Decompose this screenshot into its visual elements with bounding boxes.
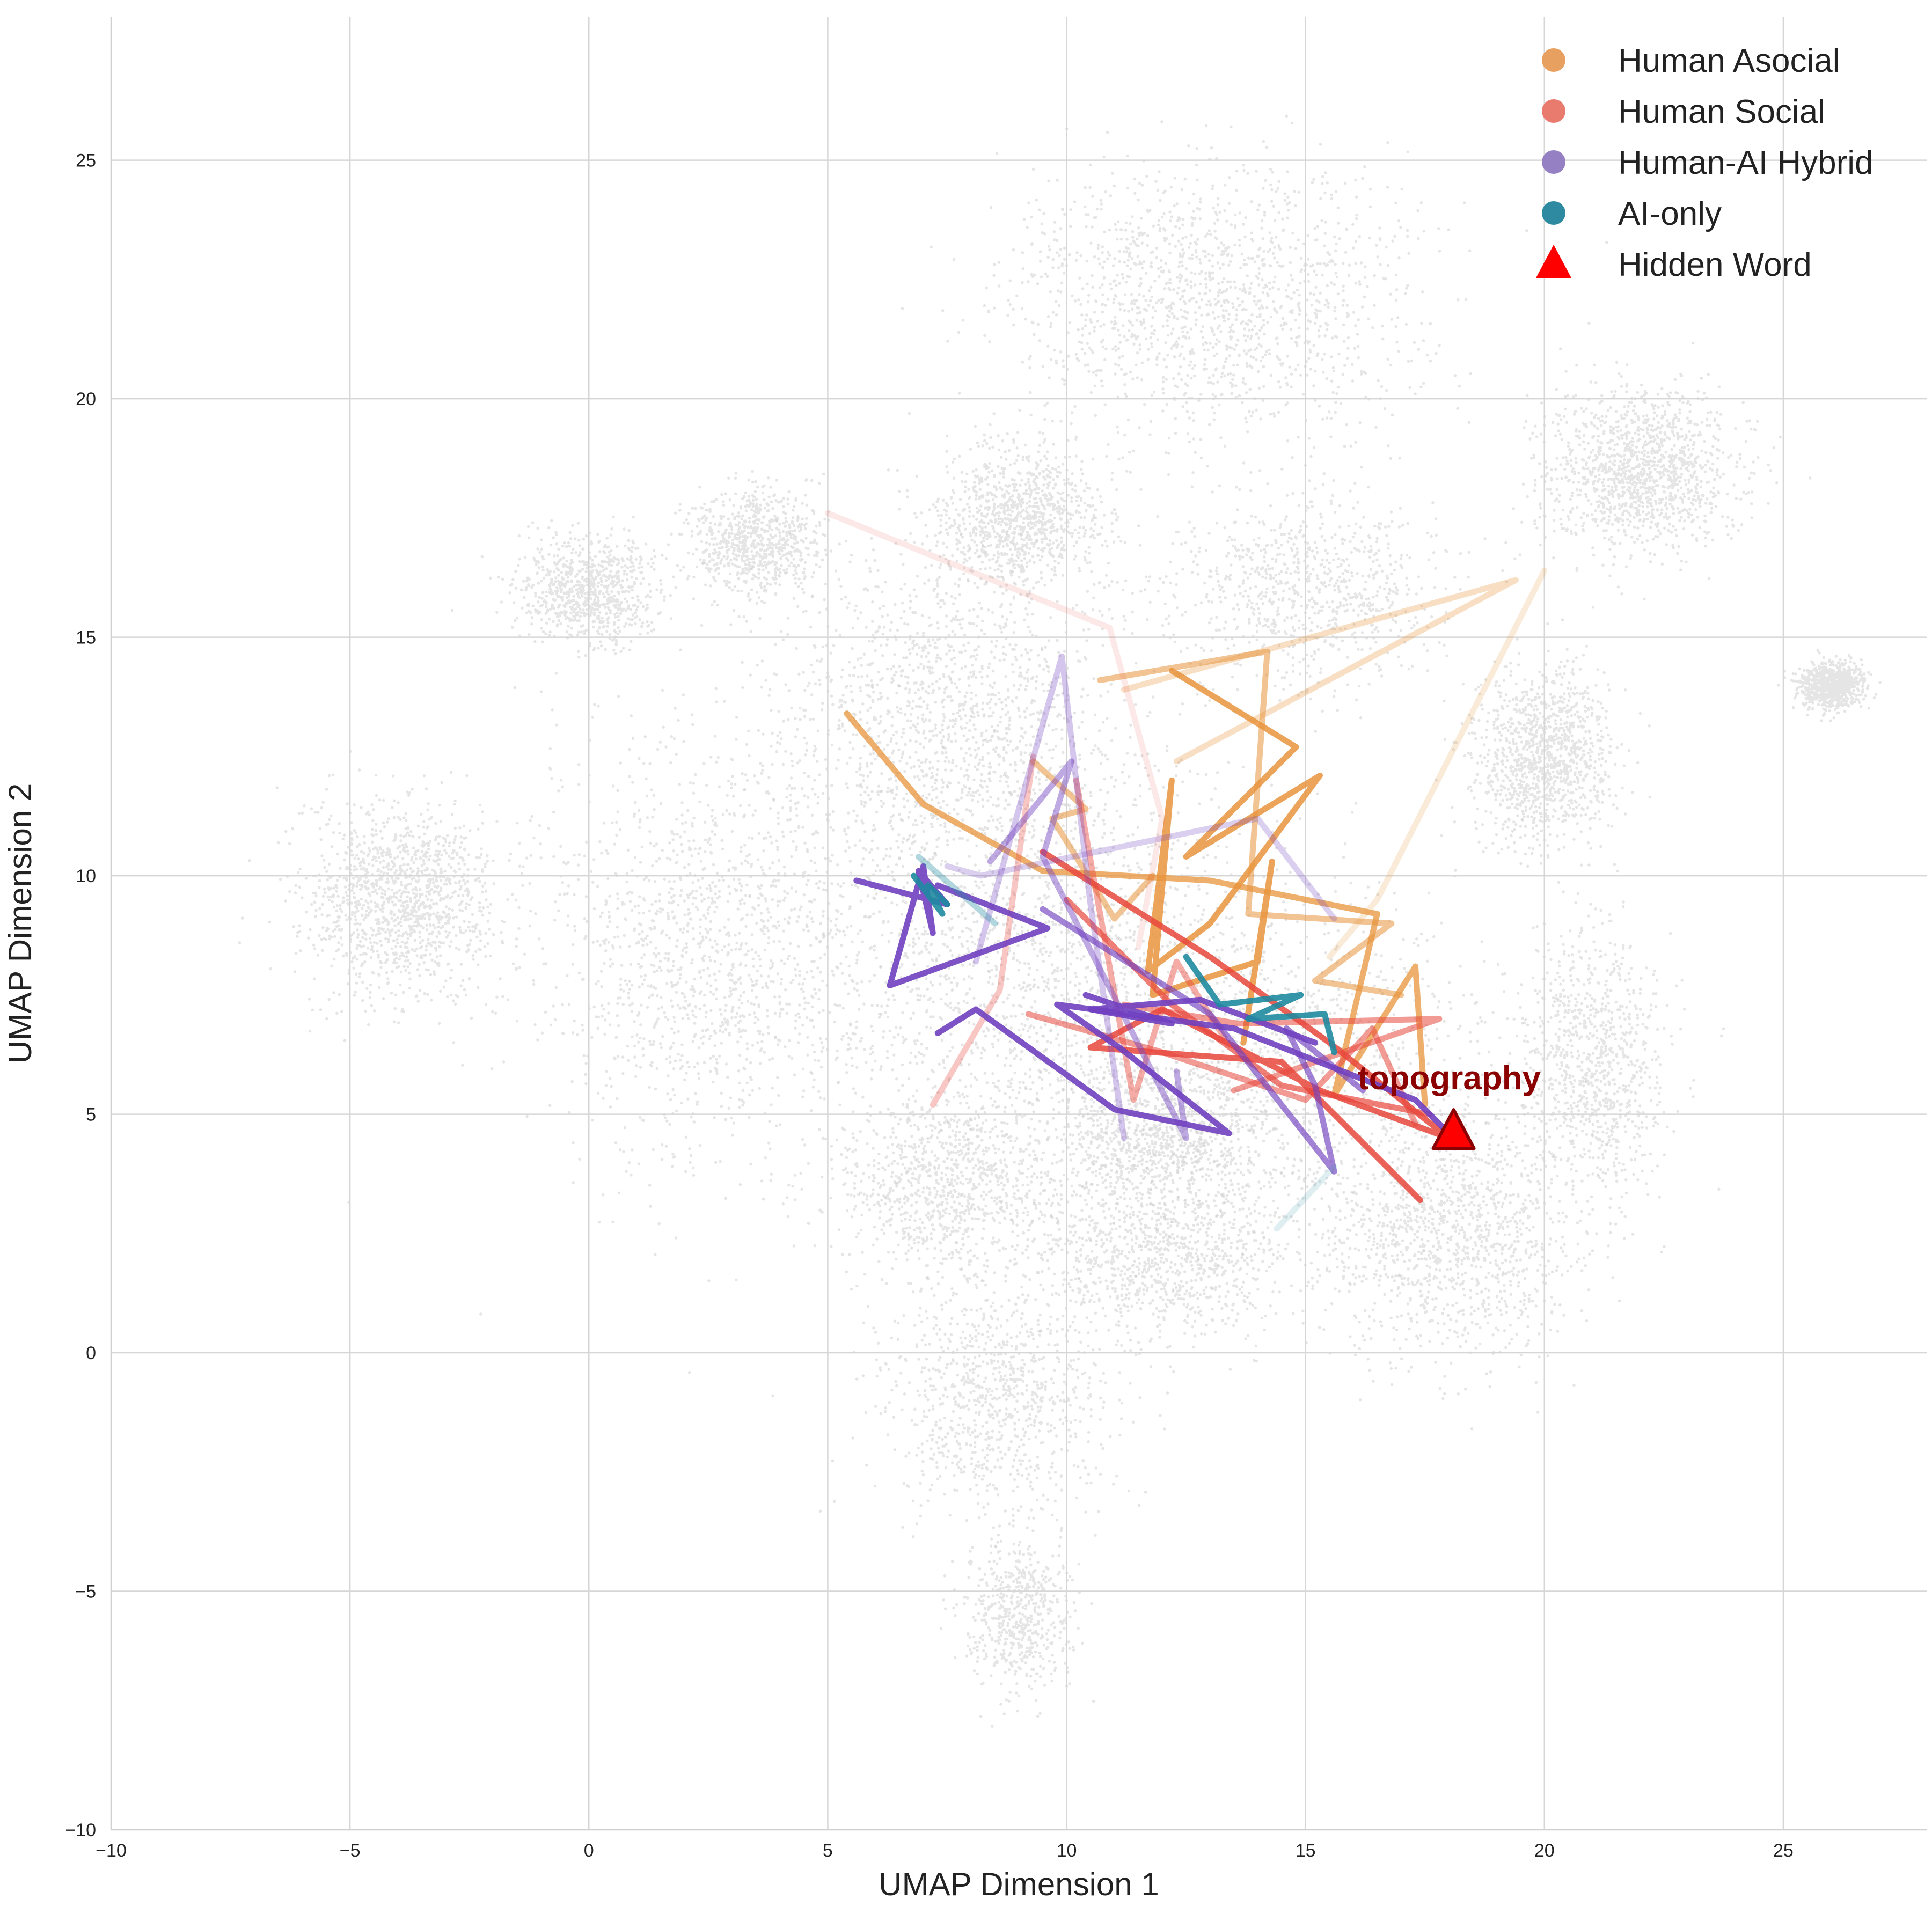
x-tick-label: −10: [96, 1840, 127, 1861]
human-asocial-trajectory-4: [1121, 577, 1519, 765]
hidden-word-marker: [1431, 1108, 1476, 1150]
ai-only-trajectory-0: [911, 872, 950, 917]
hidden-word-layer: topography: [1358, 1060, 1541, 1150]
y-tick-label: 5: [86, 1105, 96, 1125]
legend-label-human-ai-hybrid: Human-AI Hybrid: [1618, 144, 1873, 181]
legend-marker-human-asocial: [1542, 48, 1565, 72]
series-ai-only: [911, 854, 1337, 1232]
x-tick-label: 0: [584, 1840, 594, 1861]
x-tick-label: 5: [823, 1840, 833, 1861]
human-asocial-trajectory-1: [1145, 668, 1323, 1046]
y-tick-label: 20: [76, 389, 96, 409]
y-tick-label: −5: [75, 1582, 96, 1602]
x-tick-label: 20: [1534, 1840, 1555, 1861]
legend: Human Asocial Human Social Human-AI Hybrid…: [1536, 42, 1873, 283]
human-social-trajectory-3: [1121, 1001, 1443, 1094]
background-blob-3: [588, 450, 1208, 956]
background-blob-11: [1099, 451, 1522, 741]
x-tick-label: 25: [1773, 1840, 1794, 1861]
ai-only-trajectory-1: [1183, 954, 1337, 1055]
background-blob-17: [661, 470, 843, 623]
y-tick-label: 15: [76, 628, 96, 648]
legend-label-human-asocial: Human Asocial: [1618, 42, 1840, 79]
y-tick-label: 0: [86, 1343, 96, 1363]
background-blob-4: [238, 750, 557, 1044]
human-ai-hybrid-trajectory-5: [972, 653, 1127, 1141]
ai-only-trajectory-2: [916, 854, 998, 927]
series-human-asocial: [844, 567, 1548, 1108]
x-tick-label: 10: [1057, 1840, 1077, 1861]
human-social-trajectory-6: [824, 510, 1166, 950]
background-blob-15: [1777, 649, 1882, 722]
human-ai-hybrid-trajectory-4: [987, 758, 1189, 1141]
x-tick-label: −5: [340, 1840, 361, 1861]
background-blob-18: [450, 515, 707, 690]
human-ai-hybrid-trajectory-3: [1040, 906, 1366, 1175]
legend-label-ai-only: AI-only: [1618, 195, 1722, 232]
y-axis-title: UMAP Dimension 2: [2, 783, 38, 1064]
grid: [111, 17, 1927, 1830]
background-blob-10: [887, 413, 1143, 652]
human-social-trajectory-5: [930, 753, 1036, 1108]
y-tick-label: −10: [65, 1820, 96, 1840]
background-blob-5: [901, 114, 1608, 527]
background-blob-6: [1483, 341, 1812, 609]
legend-label-human-social: Human Social: [1618, 93, 1825, 130]
background-blob-7: [1435, 618, 1651, 893]
human-social-trajectory-1: [1064, 897, 1433, 1118]
background-blob-9: [771, 1213, 1175, 1602]
hidden-word-label: topography: [1358, 1060, 1541, 1097]
background-blob-16: [939, 1498, 1095, 1728]
ai-only-trajectory-3: [1274, 1163, 1337, 1232]
x-tick-label: 15: [1296, 1840, 1316, 1861]
human-asocial-trajectory-2: [1097, 648, 1404, 998]
background-blob-14: [934, 1131, 1406, 1395]
human-asocial-trajectory-0: [844, 710, 1428, 1108]
human-asocial-trajectory-5: [1326, 567, 1548, 960]
y-tick-label: 25: [76, 151, 96, 171]
legend-marker-human-social: [1542, 99, 1565, 123]
background-point-cloud: [238, 114, 1882, 1728]
series-human-ai-hybrid: [853, 653, 1457, 1175]
human-ai-hybrid-trajectory-2: [1082, 992, 1318, 1046]
background-blob-12: [1468, 862, 1725, 1254]
series-human-social: [824, 510, 1452, 1204]
human-ai-hybrid-trajectory-6: [944, 815, 1337, 922]
legend-marker-human-ai-hybrid: [1542, 150, 1565, 174]
human-ai-hybrid-trajectory-1: [934, 1001, 1457, 1141]
legend-marker-hidden-word: [1536, 245, 1571, 278]
axes: −10 −5 0 5 10 15 20 25 −10 −5 0 5 10 15 20 25: [65, 17, 1927, 1861]
x-axis-title: UMAP Dimension 1: [879, 1866, 1159, 1902]
y-tick-label: 10: [76, 866, 96, 886]
legend-label-hidden-word: Hidden Word: [1618, 246, 1812, 283]
human-social-trajectory-2: [1025, 1011, 1418, 1127]
trajectories: [824, 510, 1548, 1232]
legend-marker-ai-only: [1542, 201, 1565, 225]
